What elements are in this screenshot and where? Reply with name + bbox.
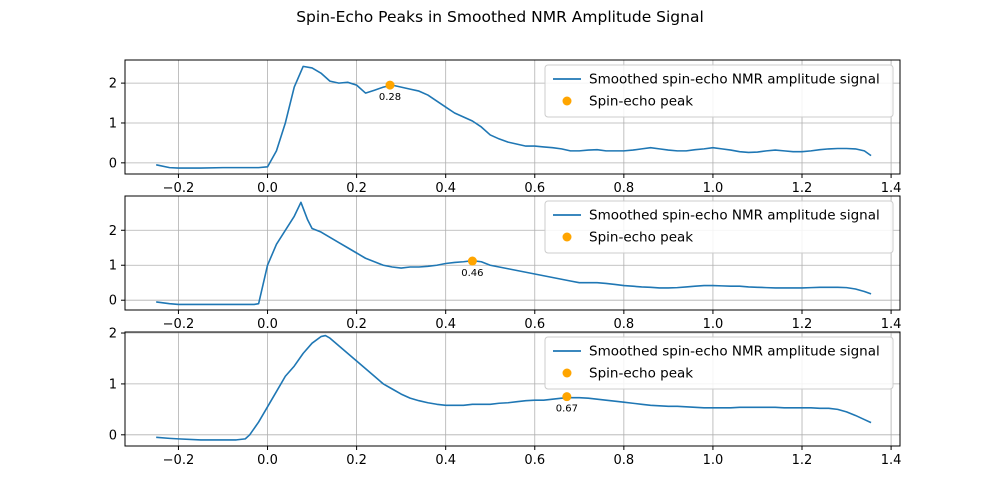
y-tick-label: 1 xyxy=(109,377,117,392)
y-tick-label: 2 xyxy=(109,77,117,92)
signal-line xyxy=(156,334,872,441)
y-tick-label: 0 xyxy=(109,156,117,171)
peak-marker xyxy=(467,256,477,266)
legend-label-peak: Spin-echo peak xyxy=(589,94,693,110)
subplot-2: 0.46 −0.2 0.0 0.2 0.4 0.6 0.8 1.0 1.2 1.4 0 1 2 Smoot… xyxy=(109,195,902,332)
x-tick-label: 0.4 xyxy=(435,317,456,332)
y-tick-label: 1 xyxy=(109,259,117,274)
legend-box xyxy=(544,200,894,254)
x-tick-label: 0.0 xyxy=(257,181,278,196)
legend-box xyxy=(544,336,894,390)
axes-frame xyxy=(124,195,901,311)
x-tick-label: 1.0 xyxy=(703,317,724,332)
x-tick-label: 0.4 xyxy=(435,453,456,468)
y-tick-label: 0 xyxy=(109,428,117,443)
legend-label-signal: Smoothed spin-echo NMR amplitude signal xyxy=(589,344,880,360)
legend-label-signal: Smoothed spin-echo NMR amplitude signal xyxy=(589,72,880,88)
y-tick-label: 2 xyxy=(109,327,117,342)
x-tick-label: 1.4 xyxy=(881,453,902,468)
legend: Smoothed spin-echo NMR amplitude signal S… xyxy=(544,64,894,118)
x-tick-label: 1.2 xyxy=(792,453,813,468)
x-tick-label: 1.4 xyxy=(881,317,902,332)
legend-marker-swatch xyxy=(562,96,572,106)
x-tick-label: 1.4 xyxy=(881,181,902,196)
peak-marker xyxy=(562,392,572,402)
x-tick-label: 0.8 xyxy=(614,453,635,468)
signal-line xyxy=(156,65,872,169)
legend-label-signal: Smoothed spin-echo NMR amplitude signal xyxy=(589,208,880,224)
x-tick-label: −0.2 xyxy=(163,181,195,196)
axes-frame xyxy=(124,331,901,447)
figure-title: Spin-Echo Peaks in Smoothed NMR Amplitud… xyxy=(296,8,704,26)
axes-frame xyxy=(124,59,901,175)
subplots: 0.28 −0.2 0.0 0.2 0.4 0.6 0.8 1.0 1.2 1.4 0 1 2 Smoot… xyxy=(109,59,902,468)
legend-box xyxy=(544,64,894,118)
x-tick-label: 0.0 xyxy=(257,453,278,468)
y-tick-label: 0 xyxy=(109,294,117,309)
x-tick-label: 1.0 xyxy=(703,453,724,468)
legend: Smoothed spin-echo NMR amplitude signal S… xyxy=(544,200,894,254)
x-tick-label: 0.0 xyxy=(257,317,278,332)
subplot-3: 0.67 −0.2 0.0 0.2 0.4 0.6 0.8 1.0 1.2 1.4 0 1 2 Smoot… xyxy=(109,327,902,468)
x-tick-label: 0.2 xyxy=(346,181,367,196)
peak-label: 0.28 xyxy=(379,92,401,103)
x-tick-label: 1.0 xyxy=(703,181,724,196)
x-tick-label: 0.4 xyxy=(435,181,456,196)
y-tick-label: 2 xyxy=(109,224,117,239)
x-tick-label: 0.6 xyxy=(524,317,545,332)
legend: Smoothed spin-echo NMR amplitude signal S… xyxy=(544,336,894,390)
peak-label: 0.67 xyxy=(556,404,578,415)
legend-marker-swatch xyxy=(562,368,572,378)
x-tick-label: 0.6 xyxy=(524,181,545,196)
x-tick-label: 0.8 xyxy=(614,317,635,332)
x-tick-label: 0.2 xyxy=(346,453,367,468)
peak-label: 0.46 xyxy=(461,268,483,279)
legend-marker-swatch xyxy=(562,232,572,242)
legend-label-peak: Spin-echo peak xyxy=(589,230,693,246)
y-tick-label: 1 xyxy=(109,116,117,131)
legend-label-peak: Spin-echo peak xyxy=(589,366,693,382)
x-tick-label: 1.2 xyxy=(792,181,813,196)
x-tick-label: −0.2 xyxy=(163,317,195,332)
x-tick-label: 0.2 xyxy=(346,317,367,332)
subplot-1: 0.28 −0.2 0.0 0.2 0.4 0.6 0.8 1.0 1.2 1.4 0 1 2 Smoot… xyxy=(109,59,902,196)
peak-marker xyxy=(385,80,395,90)
signal-line xyxy=(156,201,872,306)
x-tick-label: 0.6 xyxy=(524,453,545,468)
x-tick-label: −0.2 xyxy=(163,453,195,468)
x-tick-label: 1.2 xyxy=(792,317,813,332)
x-tick-label: 0.8 xyxy=(614,181,635,196)
